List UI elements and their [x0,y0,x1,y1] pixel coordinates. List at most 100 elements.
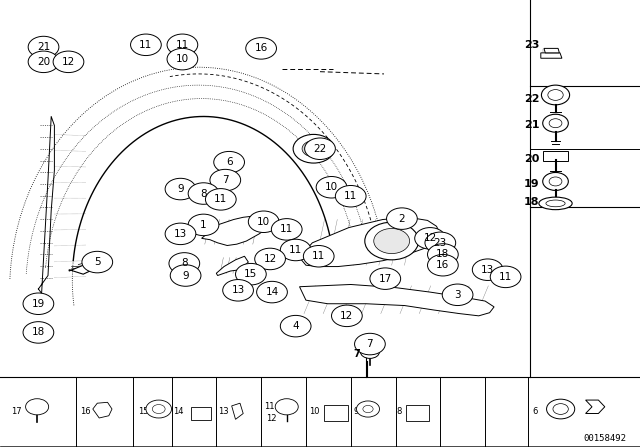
Text: 5: 5 [94,257,100,267]
Text: 11: 11 [344,191,357,201]
Polygon shape [232,403,243,419]
Circle shape [442,284,473,306]
Text: 10: 10 [309,407,319,416]
Text: 11: 11 [312,251,325,261]
Text: 7: 7 [354,349,360,359]
Text: 21: 21 [37,42,50,52]
Circle shape [543,172,568,190]
Circle shape [170,265,201,286]
Polygon shape [216,256,248,276]
Circle shape [255,248,285,270]
Text: 8: 8 [181,258,188,268]
Circle shape [236,263,266,285]
Text: 8: 8 [200,189,207,198]
Text: 11: 11 [264,402,274,411]
Circle shape [541,85,570,105]
Circle shape [374,228,410,254]
Circle shape [280,239,311,261]
Text: 12: 12 [264,254,276,264]
Circle shape [543,114,568,132]
Circle shape [53,51,84,73]
Text: 19: 19 [524,179,540,189]
Circle shape [490,266,521,288]
Text: 11: 11 [176,40,189,50]
Circle shape [210,169,241,191]
Ellipse shape [539,197,572,210]
Text: 1: 1 [200,220,207,230]
Circle shape [167,48,198,70]
Text: 10: 10 [257,217,270,227]
Text: 11: 11 [280,224,293,234]
Polygon shape [541,53,562,58]
Circle shape [223,280,253,301]
Text: 13: 13 [218,407,228,416]
Text: 7: 7 [367,339,373,349]
Text: 8: 8 [397,407,402,416]
Text: 22: 22 [314,144,326,154]
Text: 2: 2 [399,214,405,224]
Circle shape [549,177,562,186]
Text: 6: 6 [226,157,232,167]
Circle shape [553,404,568,414]
Circle shape [387,208,417,229]
Text: 9: 9 [354,407,359,416]
Text: 16: 16 [80,407,91,416]
Circle shape [472,259,503,280]
Text: 23: 23 [524,40,540,50]
Text: 18: 18 [32,327,45,337]
Circle shape [26,399,49,415]
Text: 11: 11 [214,194,227,204]
Text: 11: 11 [289,245,302,255]
FancyBboxPatch shape [406,405,429,421]
Text: 11: 11 [499,272,512,282]
Circle shape [246,38,276,59]
Text: 7: 7 [222,175,228,185]
Circle shape [548,90,563,100]
Text: 12: 12 [62,57,75,67]
Circle shape [257,281,287,303]
Polygon shape [69,261,97,274]
Text: 10: 10 [176,54,189,64]
Text: 18: 18 [524,197,540,207]
Text: 11: 11 [140,40,152,50]
Text: 23: 23 [434,238,447,248]
Polygon shape [202,216,269,246]
Circle shape [547,399,575,419]
Circle shape [363,405,373,413]
FancyBboxPatch shape [324,405,348,421]
Text: 12: 12 [266,414,276,423]
Circle shape [305,138,335,159]
Circle shape [428,254,458,276]
Text: 10: 10 [325,182,338,192]
Polygon shape [586,400,605,414]
Circle shape [316,177,347,198]
Text: 00158492: 00158492 [583,434,626,443]
Circle shape [335,185,366,207]
Polygon shape [93,402,112,418]
Text: 17: 17 [379,274,392,284]
Circle shape [275,399,298,415]
Circle shape [23,293,54,314]
Circle shape [205,189,236,210]
Text: 13: 13 [232,285,244,295]
Text: 15: 15 [244,269,257,279]
Text: 15: 15 [138,407,148,416]
Polygon shape [300,284,494,316]
Text: 18: 18 [436,250,449,259]
Circle shape [428,244,458,265]
FancyBboxPatch shape [543,151,568,161]
Text: 3: 3 [454,290,461,300]
Polygon shape [300,217,440,267]
Circle shape [165,178,196,200]
Text: 6: 6 [532,407,538,416]
Circle shape [28,51,59,73]
Circle shape [188,183,219,204]
Circle shape [549,119,562,128]
Circle shape [165,223,196,245]
Circle shape [370,268,401,289]
Text: 22: 22 [524,94,540,103]
Text: 21: 21 [524,121,540,130]
Text: 9: 9 [182,271,189,280]
Circle shape [214,151,244,173]
Circle shape [425,232,456,254]
